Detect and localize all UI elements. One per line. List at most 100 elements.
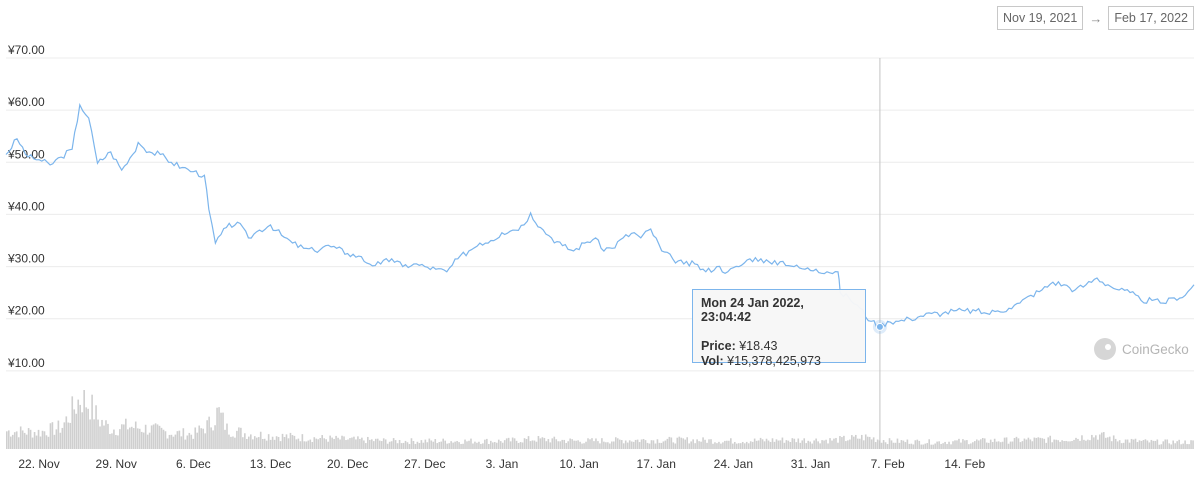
- volume-bar: [1061, 440, 1063, 449]
- range-end-input[interactable]: Feb 17, 2022: [1108, 6, 1194, 30]
- volume-bar: [234, 437, 236, 449]
- volume-bar: [6, 431, 8, 449]
- volume-bar: [509, 441, 512, 449]
- volume-bar: [573, 440, 575, 449]
- volume-bar: [136, 428, 139, 449]
- volume-bar: [777, 440, 780, 449]
- volume-bar: [17, 437, 20, 449]
- volume-bar: [1136, 442, 1139, 449]
- volume-bar: [359, 438, 361, 449]
- volume-bar: [694, 443, 696, 449]
- volume-bar: [676, 437, 679, 449]
- volume-bar: [515, 440, 518, 449]
- volume-bar: [1099, 434, 1101, 449]
- arrow-right-icon: →: [1089, 10, 1103, 26]
- volume-bar: [866, 436, 869, 449]
- volume-bar: [99, 426, 101, 449]
- volume-bar: [279, 441, 282, 449]
- volume-bar: [125, 418, 127, 449]
- volume-bar: [186, 435, 189, 449]
- volume-bar: [369, 439, 371, 449]
- volume-bar: [1186, 444, 1188, 449]
- volume-bar: [668, 436, 671, 449]
- volume-bar: [1079, 440, 1081, 449]
- volume-bar: [626, 442, 629, 449]
- volume-bar: [533, 440, 536, 449]
- volume-bar: [932, 444, 934, 449]
- volume-bar: [21, 430, 24, 449]
- volume-bar: [448, 443, 450, 449]
- volume-bar: [11, 434, 14, 449]
- volume-bar: [378, 440, 381, 449]
- volume-bar: [214, 425, 216, 449]
- y-tick-label: ¥20.00: [7, 304, 45, 318]
- volume-bar: [446, 443, 448, 449]
- volume-bar: [392, 438, 395, 449]
- volume-bar: [807, 440, 810, 449]
- volume-bar: [43, 431, 46, 449]
- x-tick-label: 10. Jan: [559, 457, 598, 471]
- volume-bar: [472, 443, 474, 449]
- volume-bar: [216, 407, 218, 449]
- volume-bar: [184, 439, 187, 449]
- volume-bar: [416, 441, 419, 449]
- volume-bar: [1047, 437, 1050, 449]
- price-line: [5, 102, 1195, 329]
- volume-bar: [174, 434, 177, 449]
- volume-bar: [569, 438, 571, 449]
- volume-bar: [692, 439, 694, 449]
- volume-bar: [307, 440, 310, 449]
- volume-bar: [646, 442, 649, 449]
- volume-bar: [321, 435, 324, 449]
- volume-bar: [817, 441, 819, 449]
- volume-bar: [1017, 438, 1020, 449]
- volume-bar: [372, 441, 375, 449]
- volume-bar: [458, 442, 460, 449]
- volume-bar: [168, 434, 171, 449]
- volume-bar: [138, 428, 141, 449]
- volume-bar: [164, 431, 167, 449]
- volume-bar: [305, 441, 308, 449]
- volume-bar: [127, 429, 129, 449]
- volume-bar: [488, 443, 490, 449]
- volume-bar: [974, 441, 976, 449]
- volume-bar: [1176, 441, 1178, 449]
- volume-bar: [843, 435, 845, 449]
- volume-bar: [255, 437, 258, 449]
- volume-bar: [89, 419, 91, 449]
- volume-bar: [656, 439, 659, 449]
- volume-bar: [267, 434, 270, 449]
- volume-bar: [69, 422, 72, 449]
- volume-bar: [1138, 440, 1141, 449]
- volume-bar: [170, 434, 173, 449]
- volume-bar: [952, 441, 954, 449]
- range-start-input[interactable]: Nov 19, 2021: [996, 6, 1084, 30]
- volume-bar: [1093, 437, 1095, 449]
- volume-bar: [394, 440, 397, 449]
- volume-bar: [47, 436, 50, 449]
- volume-bar: [202, 428, 204, 449]
- volume-bar: [301, 434, 304, 449]
- volume-bar: [190, 434, 193, 449]
- volume-bar: [507, 437, 510, 449]
- volume-bar: [728, 440, 730, 449]
- volume-bar: [767, 440, 770, 449]
- volume-bar: [277, 436, 280, 449]
- volume-bar: [27, 428, 30, 449]
- volume-bar: [218, 407, 220, 449]
- volume-bar: [230, 436, 232, 449]
- volume-bar: [1073, 439, 1075, 449]
- volume-bar: [123, 424, 125, 449]
- volume-bar: [263, 438, 266, 449]
- volume-bar: [188, 432, 191, 449]
- volume-bar: [192, 438, 195, 449]
- volume-bar: [505, 438, 508, 449]
- volume-bar: [51, 422, 54, 449]
- volume-bar: [811, 443, 813, 449]
- volume-bar: [117, 435, 119, 449]
- volume-bar: [160, 427, 163, 449]
- volume-bar: [553, 436, 556, 449]
- volume-bar: [367, 436, 369, 449]
- volume-bar: [638, 442, 641, 449]
